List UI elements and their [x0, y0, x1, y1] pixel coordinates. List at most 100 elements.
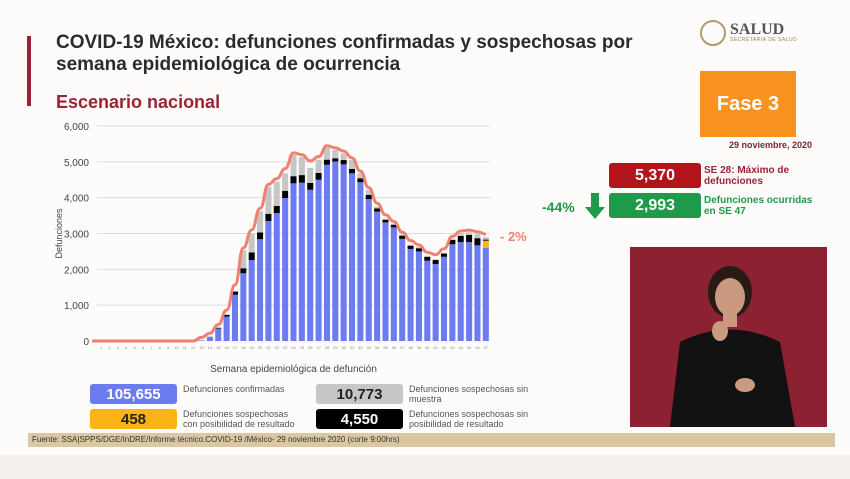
bar-segment [290, 155, 297, 177]
bar-segment [223, 316, 230, 341]
bar-segment [415, 248, 422, 252]
bar-segment [374, 208, 381, 212]
y-tick-label: 6,000 [64, 122, 89, 133]
x-tick-label: 46 [475, 345, 480, 350]
bar-segment [424, 255, 431, 257]
x-tick-label: 27 [316, 345, 321, 350]
x-tick-label: 47 [484, 345, 489, 350]
bar-segment [231, 294, 238, 341]
bar-segment [357, 178, 364, 183]
change-percent: -44% [542, 199, 575, 215]
bar-segment [482, 240, 489, 248]
x-tick-label: 22 [275, 345, 280, 350]
y-tick-label: 0 [83, 337, 89, 348]
bar-segment [441, 253, 448, 257]
bar-segment [432, 259, 439, 261]
bar-segment [365, 189, 372, 195]
bar-segment [374, 211, 381, 341]
bar-segment [474, 245, 481, 341]
bar-segment [466, 232, 473, 235]
report-date: 29 noviembre, 2020 [728, 140, 812, 150]
x-tick-label: 34 [375, 345, 380, 350]
bar-segment [282, 173, 289, 191]
title-accent-bar [27, 36, 31, 106]
bar-segment [298, 182, 305, 341]
x-axis-label: Semana epidemiológica de defunción [210, 364, 377, 375]
bar-segment [265, 186, 272, 214]
bar-segment [349, 160, 356, 169]
bar-segment [441, 256, 448, 341]
page-subtitle: Escenario nacional [56, 92, 221, 112]
x-tick-label: 41 [433, 345, 438, 350]
slide: COVID-19 México: defunciones confirmadas… [0, 0, 850, 455]
x-tick-label: 12 [191, 345, 196, 350]
bar-segment [382, 219, 389, 223]
bar-segment [449, 244, 456, 341]
bar-segment [273, 205, 280, 214]
x-tick-label: 30 [341, 345, 346, 350]
x-tick-label: 44 [459, 345, 464, 350]
bar-segment [231, 291, 238, 295]
bar-segment [332, 161, 339, 341]
x-tick-label: 26 [308, 345, 313, 350]
bar-segment [257, 239, 264, 341]
bar-segment [399, 235, 406, 239]
x-tick-label: 35 [383, 345, 388, 350]
bar-segment [457, 236, 464, 243]
bar-segment [307, 182, 314, 190]
bar-segment [457, 242, 464, 341]
bar-segment [365, 199, 372, 341]
x-tick-label: 28 [325, 345, 330, 350]
bar-segment [323, 164, 330, 341]
y-tick-label: 1,000 [64, 301, 89, 312]
x-tick-label: 32 [358, 345, 363, 350]
y-tick-label: 3,000 [64, 230, 89, 241]
x-tick-label: 16 [224, 345, 229, 350]
bar-segment [257, 211, 264, 233]
bar-segment [390, 227, 397, 341]
max-deaths-value: 5,370 [609, 163, 701, 188]
legend-no-sample-value: 10,773 [316, 384, 403, 404]
interpreter-figure [670, 266, 795, 427]
x-tick-label: 11 [183, 345, 188, 350]
bar-segment [441, 252, 448, 254]
bar-segment [265, 220, 272, 341]
x-tick-label: 1 [100, 345, 103, 350]
y-tick-label: 4,000 [64, 194, 89, 205]
bar-segment [257, 232, 264, 240]
legend-confirmed-label: Defunciones confirmadas [183, 384, 285, 394]
salud-logo: SALUD SECRETARÍA DE SALUD [700, 20, 797, 46]
bar-segment [282, 198, 289, 341]
x-tick-label: 5 [134, 345, 137, 350]
deaths-chart: 0 1,000 2,000 3,000 4,000 5,000 6,000 Defuncion… [54, 122, 527, 375]
x-tick-label: 19 [249, 345, 254, 350]
bar-segment [390, 224, 397, 228]
bar-segment [315, 172, 322, 180]
x-tick-label: 4 [125, 345, 128, 350]
bar-segment [248, 252, 255, 261]
legend-no-possible-result-label: Defunciones sospechosas sin posibilidad … [409, 409, 529, 429]
bar-segment [474, 233, 481, 239]
bar-segment [407, 245, 414, 249]
x-tick-label: 37 [400, 345, 405, 350]
x-tick-label: 13 [199, 345, 204, 350]
legend-confirmed-value: 105,655 [90, 384, 177, 404]
bar-segment [315, 159, 322, 173]
x-tick-label: 29 [333, 345, 338, 350]
y-axis-label: Defunciones [54, 208, 64, 259]
bar-segment [382, 218, 389, 220]
bar-segment [340, 164, 347, 341]
bar-segment [407, 248, 414, 341]
bar-segment [290, 176, 297, 184]
bar-segment [466, 234, 473, 243]
y-tick-label: 5,000 [64, 158, 89, 169]
bar-segment [399, 234, 406, 236]
bar-segment [415, 251, 422, 341]
bar-segment [340, 153, 347, 161]
bar-segment [240, 249, 247, 269]
bar-segment [215, 328, 222, 341]
legend-possible-result-value: 458 [90, 409, 177, 429]
x-tick-label: 15 [216, 345, 221, 350]
trend-annotation: - 2% [500, 229, 527, 244]
sign-language-video [630, 247, 827, 427]
